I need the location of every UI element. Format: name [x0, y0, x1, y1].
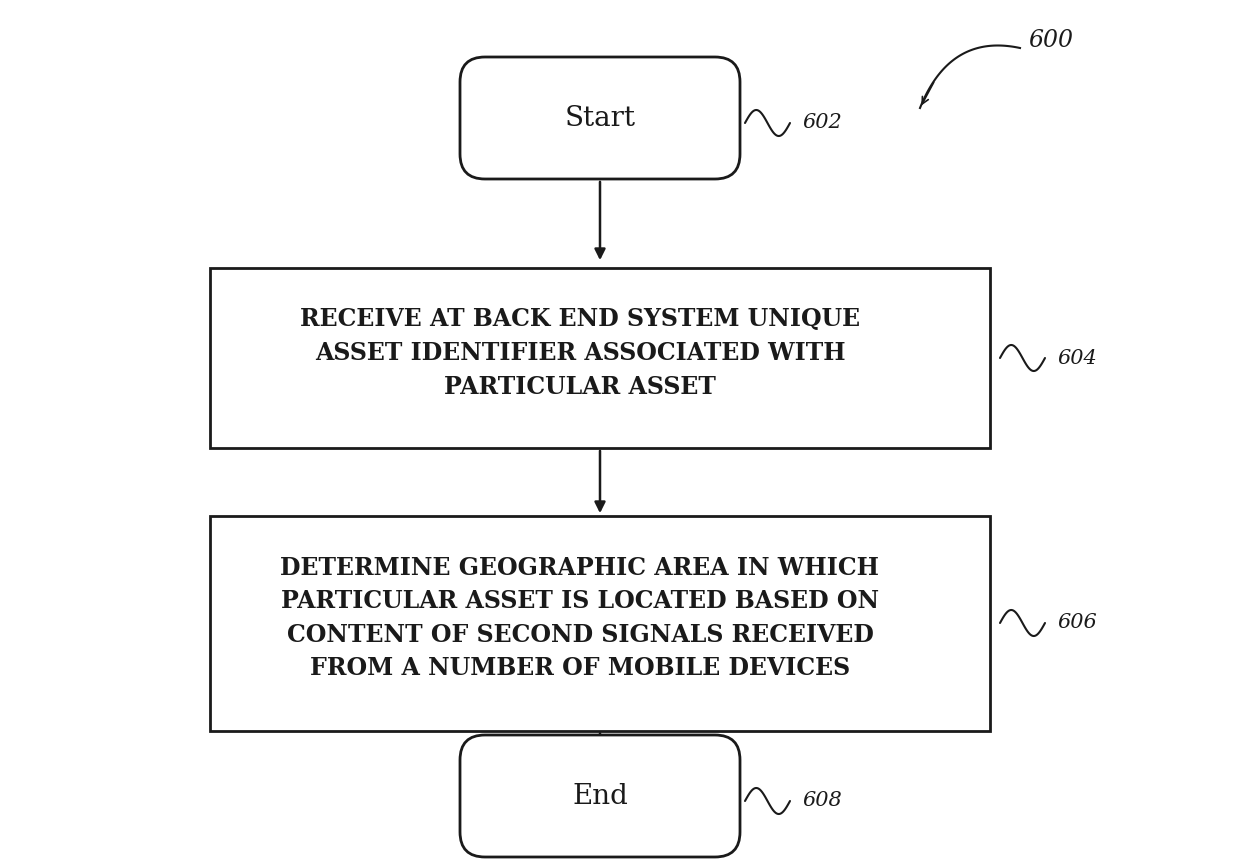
Text: 604: 604: [1056, 348, 1096, 367]
Text: 606: 606: [1056, 614, 1096, 633]
Text: End: End: [572, 782, 627, 810]
Text: 600: 600: [1028, 29, 1073, 51]
Text: DETERMINE GEOGRAPHIC AREA IN WHICH
PARTICULAR ASSET IS LOCATED BASED ON
CONTENT : DETERMINE GEOGRAPHIC AREA IN WHICH PARTI…: [280, 556, 879, 681]
FancyBboxPatch shape: [460, 735, 740, 857]
Text: Start: Start: [564, 104, 635, 131]
Text: RECEIVE AT BACK END SYSTEM UNIQUE
ASSET IDENTIFIER ASSOCIATED WITH
PARTICULAR AS: RECEIVE AT BACK END SYSTEM UNIQUE ASSET …: [300, 307, 861, 398]
FancyBboxPatch shape: [210, 516, 990, 731]
FancyBboxPatch shape: [210, 268, 990, 448]
FancyBboxPatch shape: [460, 57, 740, 179]
Text: 608: 608: [802, 792, 842, 811]
Text: 602: 602: [802, 114, 842, 133]
